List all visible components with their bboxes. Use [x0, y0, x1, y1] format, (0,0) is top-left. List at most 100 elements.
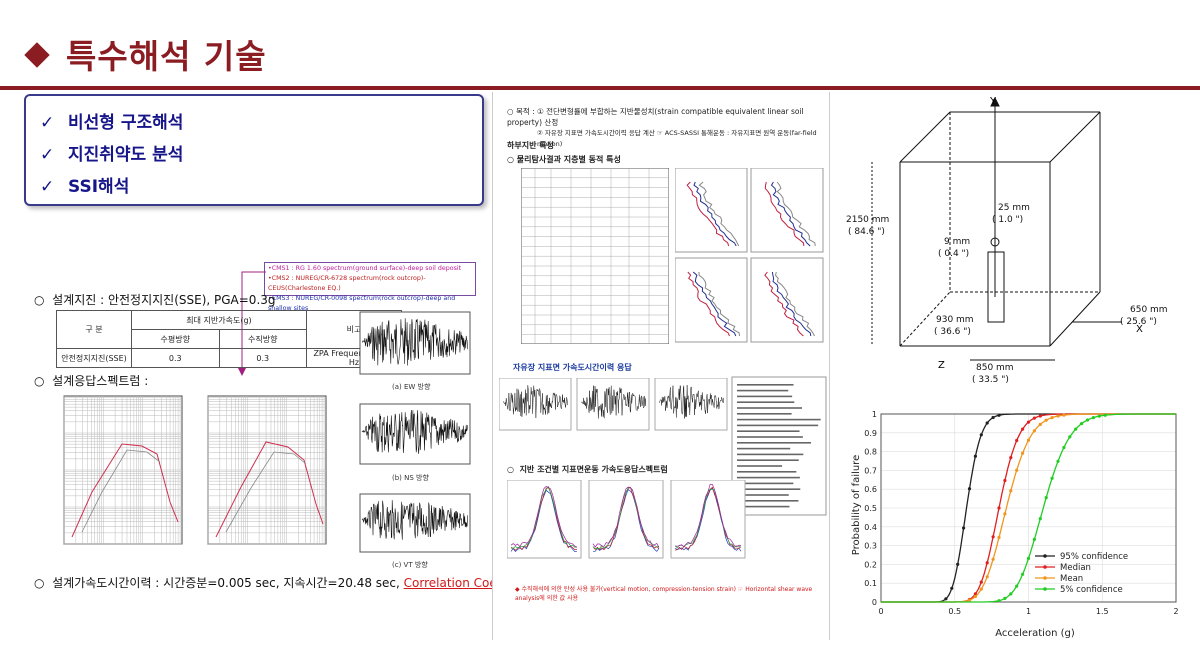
title-rule	[0, 86, 1200, 90]
spectrum-plot-vertical	[207, 395, 327, 545]
series-point	[973, 592, 977, 596]
circle-bullet-icon: ○	[507, 465, 514, 474]
section-title-2: 물리탐사결과 지층별 동적 특성	[516, 155, 621, 164]
response-spectrum-row: ○ 설계응답스펙트럼 :	[34, 372, 148, 389]
feature-label: 비선형 구조해석	[68, 113, 184, 133]
series-point	[1068, 435, 1072, 439]
x-tick-label: 0.5	[948, 607, 961, 616]
dim-930-mm: 930 mm	[936, 315, 974, 325]
y-tick-label: 0.1	[864, 579, 877, 588]
axis-z-label: Z	[938, 360, 945, 371]
dim-25-in: ( 1.0 ")	[992, 215, 1023, 225]
series-point	[1015, 438, 1019, 443]
series-point	[967, 598, 972, 602]
series-point	[997, 413, 1001, 417]
cms3-label: •CMS3 : NUREG/CR-0098 spectrum(rock outc…	[268, 295, 456, 312]
x-tick-label: 1.5	[1096, 607, 1109, 616]
series-point	[1038, 414, 1042, 418]
x-tick-label: 2	[1173, 607, 1178, 616]
purpose-text-1: 목적 : ① 전단변형률에 부합하는 지반물성치(strain compatib…	[507, 107, 804, 127]
table-cell: 0.3	[131, 348, 220, 368]
section-title-2-row: ○ 물리탐사결과 지층별 동적 특성	[507, 154, 621, 165]
series-point	[1003, 512, 1007, 516]
series-point	[1091, 416, 1095, 420]
free-field-time-histories	[499, 378, 728, 431]
dim-height-mm: 2150 mm	[846, 215, 889, 225]
section-title-1: 하부지반 특성	[507, 141, 554, 150]
y-tick-label: 1	[872, 410, 877, 419]
page-title-text: 특수해석 기술	[66, 37, 267, 76]
series-point	[979, 580, 983, 584]
series-point	[1050, 476, 1054, 480]
table-header: 수직방향	[218, 329, 307, 349]
series-point	[985, 561, 989, 565]
dim-850-mm: 850 mm	[976, 363, 1014, 373]
time-history-vt	[359, 493, 471, 553]
note-text: ◆ 수직해석에 의한 탄성 사용 불가(vertical motion, com…	[515, 586, 813, 602]
table-header: 최대 지반가속도(g)	[131, 310, 307, 330]
series-point	[950, 586, 954, 590]
soil-profile-plots	[675, 168, 824, 343]
dim-930-in: ( 36.6 ")	[934, 327, 971, 337]
feature-item: ✓ 비선형 구조해석	[40, 108, 183, 133]
legend-marker	[1043, 565, 1047, 569]
series-point	[1038, 422, 1042, 426]
circle-bullet-icon: ○	[507, 155, 514, 164]
y-tick-label: 0.4	[864, 523, 877, 532]
circle-bullet-icon: ○	[34, 374, 45, 388]
time-history-text: 설계가속도시간이력 : 시간증분=0.005 sec, 지속시간=20.48 s…	[52, 576, 404, 590]
series-point	[1003, 596, 1007, 600]
legend-label: Mean	[1060, 574, 1083, 584]
series-point	[1015, 468, 1019, 472]
soil-property-table	[520, 167, 670, 348]
series-point	[1021, 451, 1025, 455]
series-point	[1026, 438, 1031, 442]
th-caption-ns: (b) NS 방향	[392, 474, 429, 482]
time-history-ew	[359, 311, 471, 375]
x-tick-label: 0	[878, 607, 883, 616]
series-point	[1009, 489, 1013, 493]
series-point	[1085, 418, 1090, 422]
series-point	[944, 597, 948, 601]
purpose-block: ○ 목적 : ① 전단변형률에 부합하는 지반물성치(strain compat…	[507, 106, 827, 150]
series-point	[1009, 456, 1013, 460]
series-point	[1056, 414, 1060, 418]
series-point	[997, 599, 1001, 603]
y-tick-label: 0.2	[864, 560, 877, 569]
axis-x-label: X	[1136, 324, 1143, 335]
section-title-4: 지반 조건별 지표면운동 가속도응답스펙트럼	[519, 465, 668, 474]
series-point	[991, 535, 995, 539]
series-point	[1026, 420, 1031, 424]
series-point	[1074, 427, 1078, 431]
table-header: 수평방향	[131, 329, 220, 349]
y-tick-label: 0.9	[864, 429, 877, 438]
cms2-label: •CMS2 : NUREG/CR-6728 spectrum(rock outc…	[268, 275, 426, 292]
feature-item: ✓ SSI해석	[40, 172, 129, 197]
series-point	[1003, 478, 1007, 483]
dim-9-mm: 9 mm	[944, 237, 970, 247]
page-title: 특수해석 기술	[24, 30, 267, 78]
table-cell: 0.3	[218, 348, 307, 368]
table-cell: 안전정지지진(SSE)	[56, 348, 132, 368]
pga-table: 구 분 최대 지반가속도(g) 비고 수평방향 수직방향 안전정지지진(SSE) 0.3…	[56, 310, 402, 368]
dim-850-in: ( 33.5 ")	[972, 375, 1009, 385]
purpose-line-1: ○ 목적 : ① 전단변형률에 부합하는 지반물성치(strain compat…	[507, 106, 827, 128]
table-header: 구 분	[56, 310, 132, 349]
feature-list: ✓ 비선형 구조해석 ✓ 지진취약도 분석 ✓ SSI해석	[24, 94, 484, 206]
series-point	[1050, 416, 1054, 420]
dim-9-in: ( 0.4 ")	[938, 249, 969, 259]
cms-legend-box: •CMS1 : RG 1.60 spectrum(ground surface)…	[264, 262, 476, 312]
dim-height-in: ( 84.6 ")	[848, 227, 885, 237]
series-point	[997, 506, 1001, 510]
series-point	[1021, 572, 1025, 576]
dim-650-in: ( 25.6 ")	[1120, 317, 1157, 327]
cms1-label: •CMS1 : RG 1.60 spectrum(ground surface)…	[268, 265, 462, 272]
time-history-ns	[359, 403, 471, 465]
series-point	[1038, 517, 1042, 521]
series-point	[1097, 414, 1101, 418]
series-point	[1032, 429, 1036, 433]
y-tick-label: 0.6	[864, 485, 877, 494]
series-point	[1015, 584, 1019, 588]
series-point	[985, 575, 989, 579]
series-point	[1080, 422, 1084, 426]
